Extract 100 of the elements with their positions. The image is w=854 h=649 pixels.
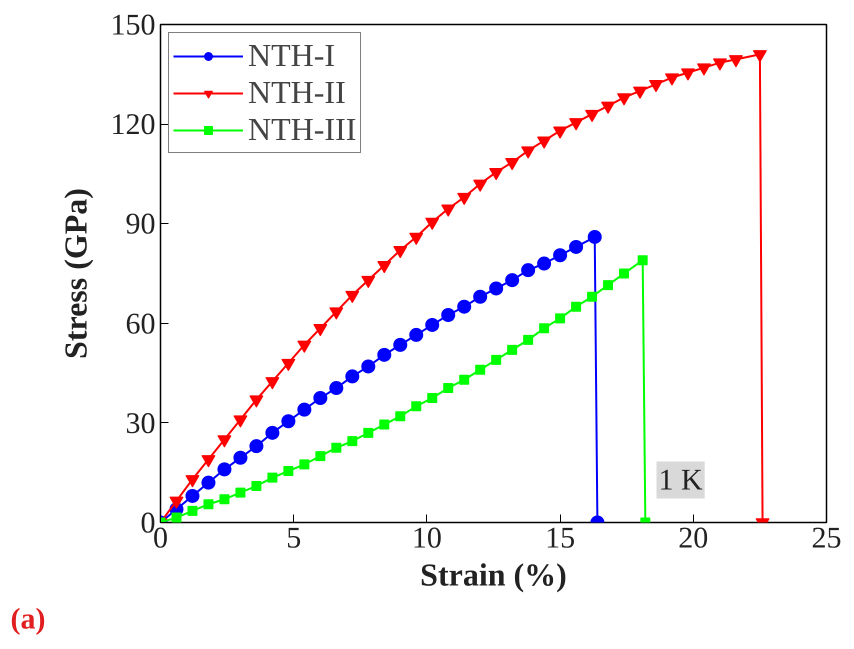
point bbox=[281, 414, 296, 428]
point bbox=[638, 255, 648, 266]
point bbox=[265, 426, 280, 440]
point bbox=[664, 73, 679, 86]
point bbox=[345, 290, 360, 304]
point bbox=[553, 126, 568, 139]
point bbox=[393, 246, 408, 258]
x-tick-label: 15 bbox=[545, 522, 576, 554]
point bbox=[459, 374, 470, 385]
y-tick-label: 90 bbox=[126, 208, 156, 241]
point bbox=[235, 488, 246, 498]
point bbox=[281, 358, 296, 372]
point bbox=[553, 248, 568, 262]
y-tick-label: 120 bbox=[110, 108, 156, 142]
point bbox=[539, 323, 550, 334]
y-axis-title: Stress (GPa) bbox=[58, 188, 94, 359]
point bbox=[587, 292, 598, 302]
point bbox=[185, 488, 200, 503]
point bbox=[555, 313, 566, 324]
legend-label: NTH-II bbox=[248, 74, 346, 111]
point bbox=[649, 80, 664, 92]
y-tick-label: 60 bbox=[126, 307, 156, 340]
point bbox=[441, 308, 456, 322]
x-axis-title: Strain (%) bbox=[420, 556, 567, 592]
x-tick-label: 20 bbox=[678, 522, 708, 554]
point bbox=[537, 256, 552, 271]
point bbox=[313, 391, 328, 405]
point bbox=[619, 268, 630, 278]
legend-label: NTH-I bbox=[248, 37, 336, 74]
point bbox=[331, 442, 342, 453]
point bbox=[379, 420, 390, 430]
point bbox=[617, 93, 632, 106]
point bbox=[537, 136, 552, 149]
point bbox=[363, 428, 374, 438]
point bbox=[361, 276, 376, 288]
point bbox=[251, 480, 262, 491]
point bbox=[201, 476, 216, 490]
point bbox=[297, 402, 312, 417]
point bbox=[393, 338, 408, 352]
point bbox=[425, 318, 440, 332]
point bbox=[475, 364, 486, 375]
point bbox=[409, 232, 424, 245]
point bbox=[217, 462, 232, 476]
point bbox=[395, 411, 406, 422]
point bbox=[329, 307, 344, 320]
point bbox=[315, 451, 326, 462]
y-tick-label: 150 bbox=[110, 8, 156, 42]
point bbox=[347, 436, 358, 446]
point bbox=[249, 439, 264, 454]
point bbox=[633, 86, 648, 99]
point bbox=[473, 290, 488, 304]
point bbox=[187, 506, 198, 516]
point bbox=[523, 334, 534, 345]
point bbox=[752, 50, 767, 62]
point bbox=[601, 102, 616, 114]
annotation: 1 K bbox=[658, 464, 703, 496]
point bbox=[345, 369, 360, 384]
point bbox=[507, 344, 518, 355]
point bbox=[489, 281, 504, 296]
point bbox=[521, 263, 536, 278]
x-tick-label: 25 bbox=[812, 522, 842, 554]
point bbox=[329, 381, 344, 396]
point bbox=[489, 168, 504, 180]
legend-label: NTH-III bbox=[248, 111, 356, 148]
y-tick-label: 30 bbox=[126, 406, 156, 440]
point bbox=[473, 180, 488, 192]
point bbox=[233, 450, 248, 465]
x-tick-label: 10 bbox=[412, 522, 442, 554]
point bbox=[585, 110, 600, 122]
point bbox=[571, 302, 582, 312]
point bbox=[457, 192, 472, 206]
point bbox=[441, 204, 456, 217]
point bbox=[297, 340, 312, 353]
point bbox=[377, 348, 392, 362]
point bbox=[361, 359, 376, 374]
point bbox=[505, 158, 520, 170]
point bbox=[427, 393, 438, 403]
point bbox=[409, 328, 424, 342]
point bbox=[283, 466, 294, 476]
point bbox=[696, 63, 711, 76]
point bbox=[603, 280, 614, 290]
point bbox=[588, 230, 602, 244]
point bbox=[569, 240, 584, 254]
point bbox=[219, 494, 230, 504]
point bbox=[313, 324, 328, 336]
point bbox=[203, 499, 214, 510]
x-tick-label: 5 bbox=[286, 522, 302, 554]
point bbox=[171, 512, 182, 522]
point bbox=[569, 118, 584, 130]
point bbox=[267, 472, 278, 483]
point bbox=[299, 459, 310, 470]
point bbox=[521, 146, 536, 159]
point bbox=[377, 260, 392, 274]
point bbox=[680, 68, 695, 81]
point bbox=[443, 383, 454, 394]
point bbox=[712, 58, 727, 71]
point bbox=[505, 273, 520, 288]
point bbox=[457, 300, 472, 314]
point bbox=[425, 218, 440, 230]
text: (a) bbox=[10, 602, 46, 636]
